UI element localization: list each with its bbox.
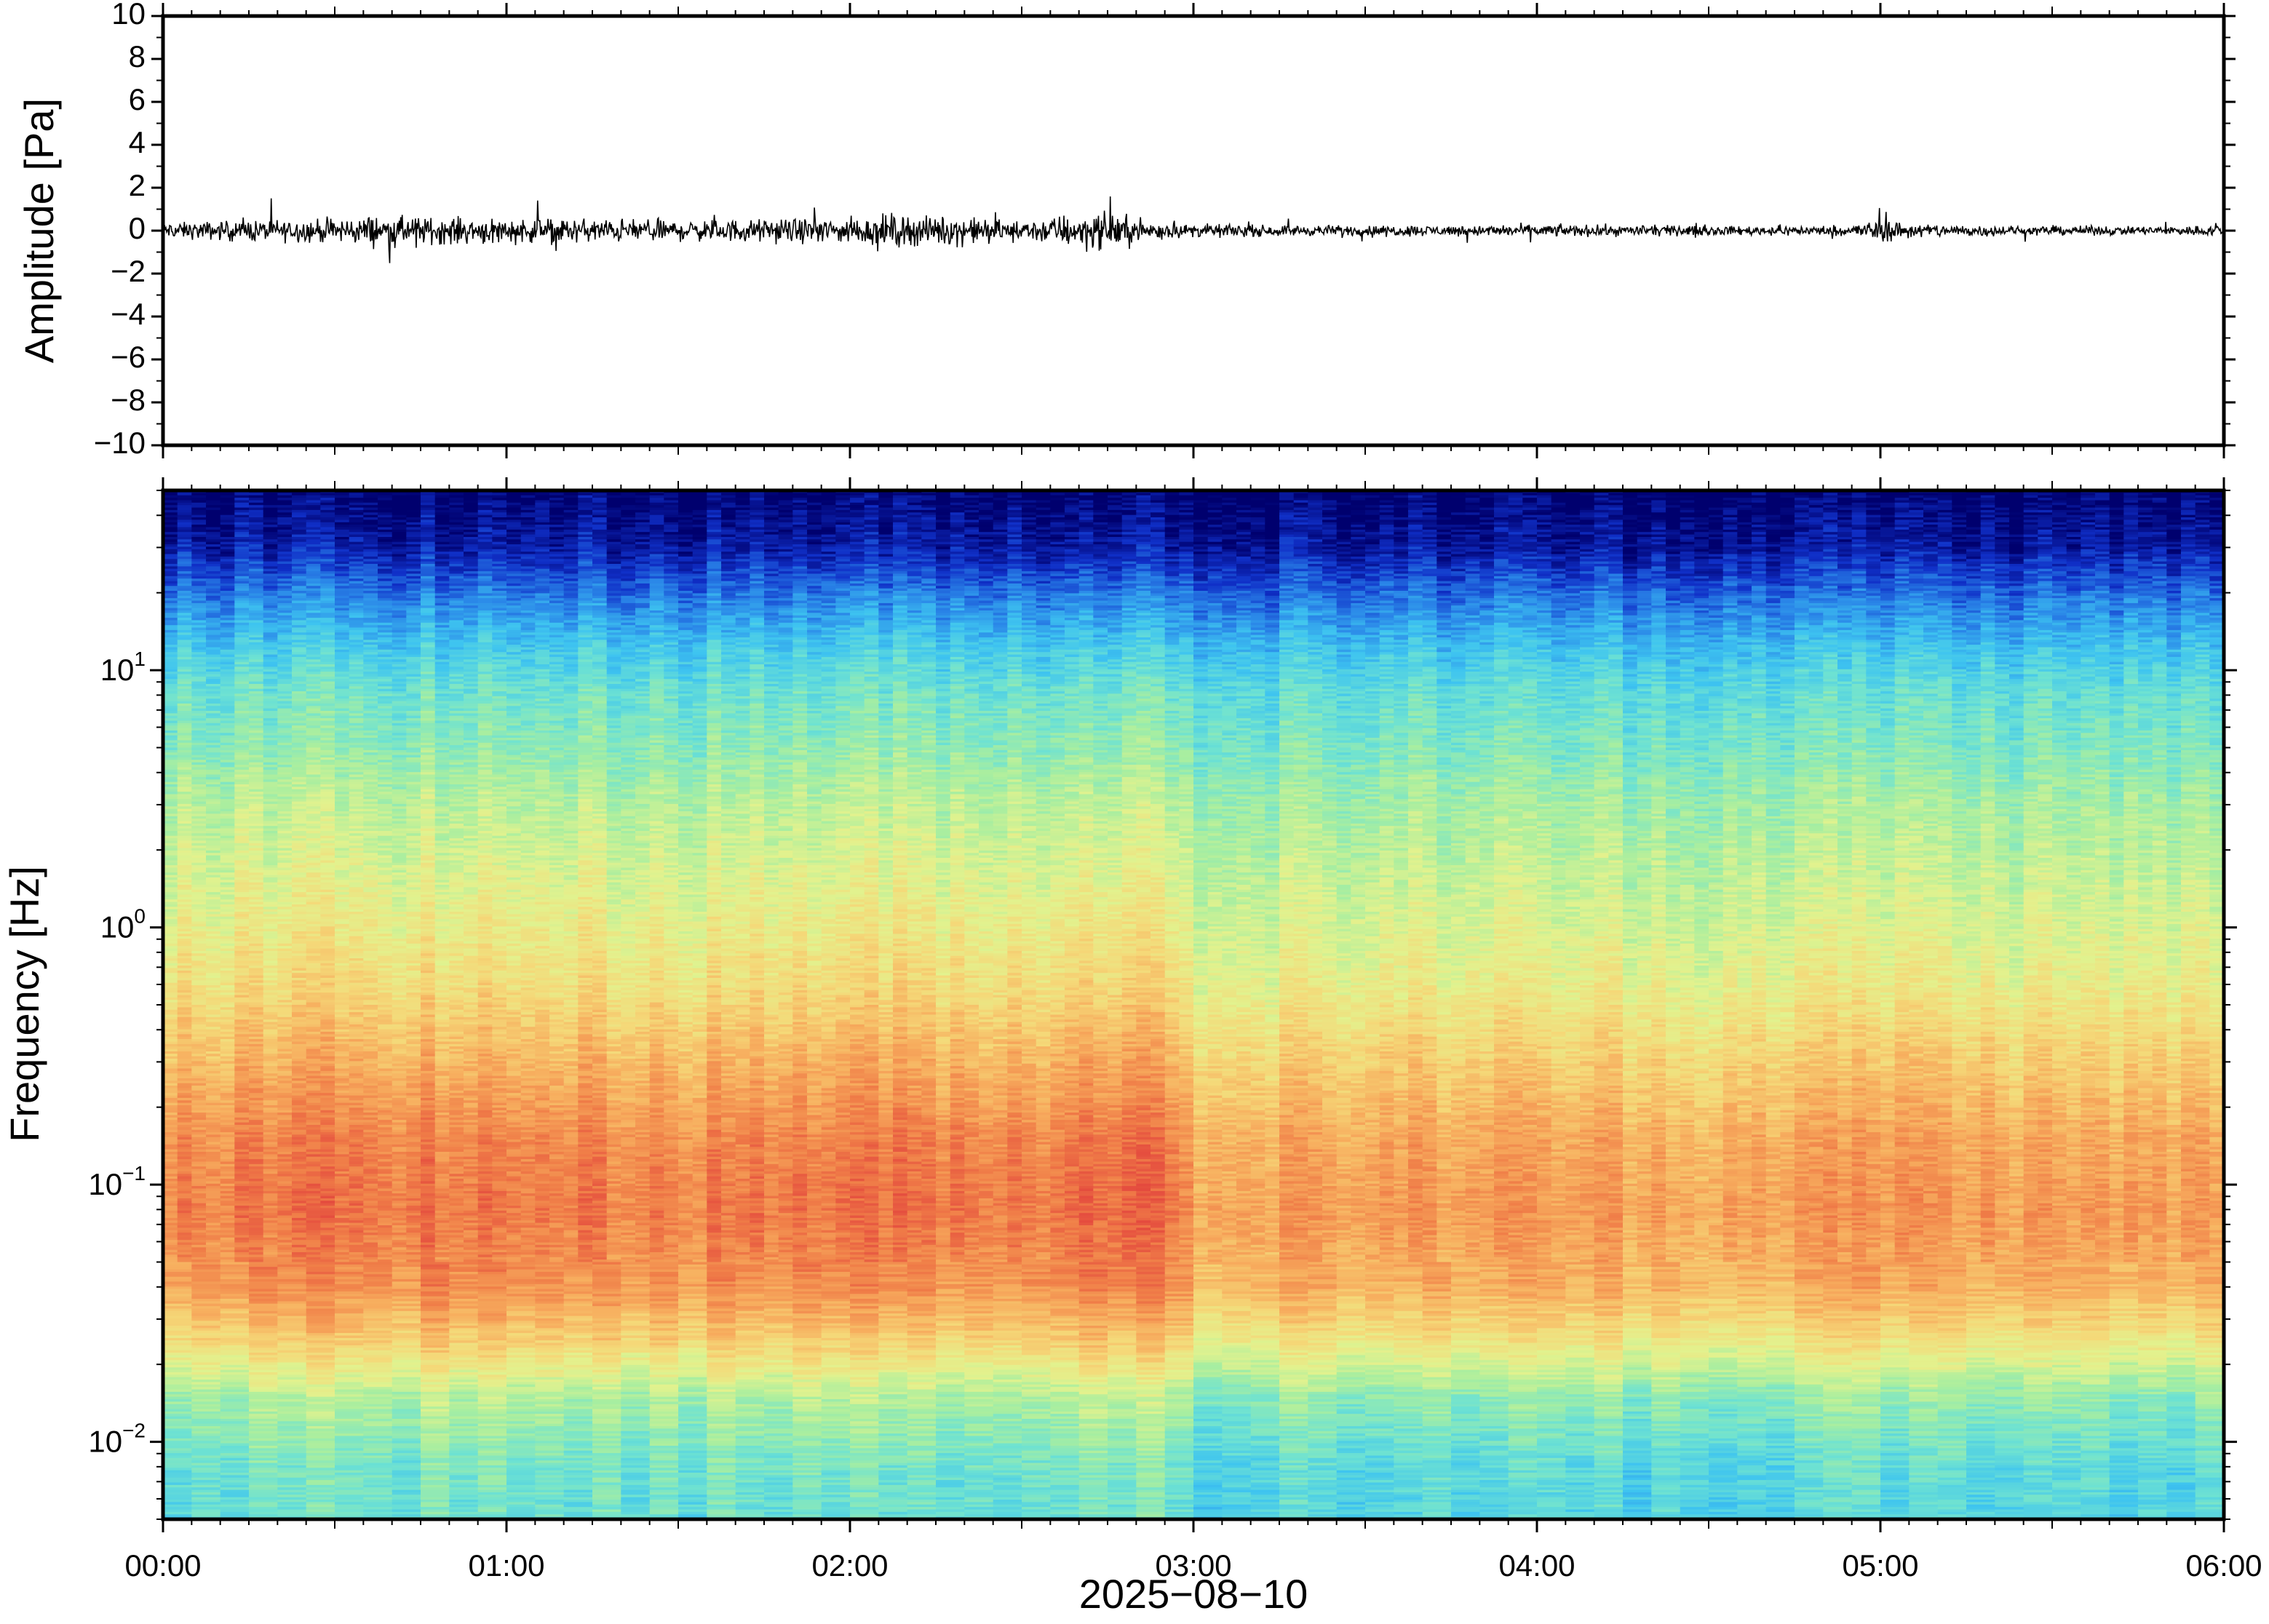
waveform-y-tick-label: 4: [129, 125, 146, 159]
waveform-panel: −10 −8 −6 −4 −2 0 2 4 6 8 10 Amplitude [Pa]: [16, 0, 2236, 460]
waveform-y-tick-label: 6: [129, 82, 146, 116]
waveform-y-tick-label: −2: [111, 254, 146, 288]
waveform-y-tick-label: −6: [111, 340, 146, 374]
waveform-y-tick-label: 0: [129, 211, 146, 245]
waveform-y-tick-label: −8: [111, 383, 146, 417]
waveform-y-tick-label: −4: [111, 297, 146, 331]
waveform-y-tick-label: 2: [129, 168, 146, 202]
spectrogram-image: [163, 490, 2225, 1520]
waveform-y-tick-label: 10: [111, 0, 146, 31]
waveform-y-axis-title: Amplitude [Pa]: [16, 98, 62, 363]
waveform-y-tick-label: −10: [94, 426, 146, 460]
waveform-y-tick-label: 8: [129, 39, 146, 73]
